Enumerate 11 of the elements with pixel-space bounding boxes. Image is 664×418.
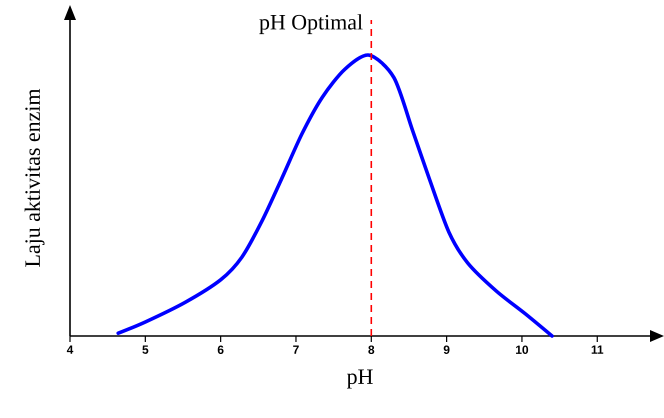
x-tick-label: 8 xyxy=(368,346,374,354)
x-tick-label: 9 xyxy=(444,346,450,354)
ref-line-label: pH Optimal xyxy=(259,14,363,34)
x-tick-label: 11 xyxy=(592,346,604,354)
x-tick-label: 6 xyxy=(218,346,224,354)
x-axis-title: pH xyxy=(346,370,373,389)
y-axis-title: Laju aktivitas enzim xyxy=(24,88,44,267)
x-tick-label: 7 xyxy=(293,346,299,354)
x-tick-label: 5 xyxy=(142,346,148,354)
x-tick-label: 10 xyxy=(516,346,528,354)
x-tick-label: 4 xyxy=(66,346,74,354)
